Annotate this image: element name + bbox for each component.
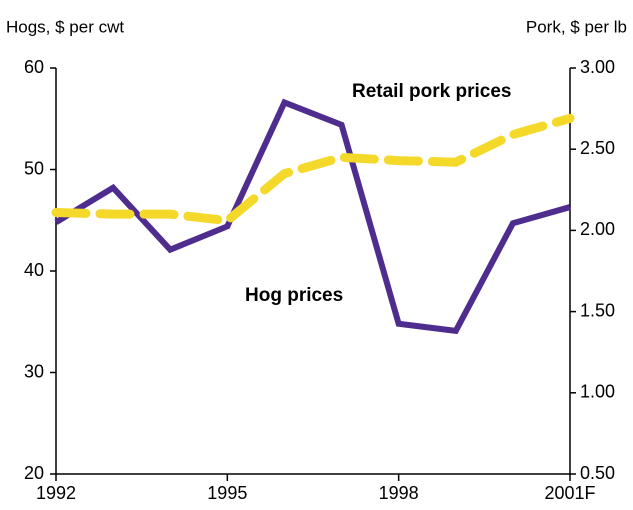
y2-tick-label: 3.00 [580,57,615,77]
y-tick-label: 50 [24,158,44,178]
series-label: Retail pork prices [352,81,511,102]
y2-tick-label: 1.00 [580,382,615,402]
y-tick-label: 30 [24,361,44,381]
y-tick-label: 20 [24,463,44,483]
y-tick-label: 60 [24,57,44,77]
y-tick-label: 40 [24,260,44,280]
series-line [51,113,575,226]
x-tick-label: 2001F [544,483,595,503]
x-tick-label: 1998 [379,483,419,503]
x-tick-label: 1992 [36,483,76,503]
y-axis-title: Hogs, $ per cwt [6,17,124,36]
series-line [54,98,571,335]
series-label: Hog prices [245,285,343,306]
y2-tick-label: 2.50 [580,138,615,158]
y2-axis-title: Pork, $ per lb [526,17,627,36]
y2-tick-label: 0.50 [580,463,615,483]
y2-tick-label: 1.50 [580,300,615,320]
y2-tick-label: 2.00 [580,219,615,239]
x-tick-label: 1995 [207,483,247,503]
